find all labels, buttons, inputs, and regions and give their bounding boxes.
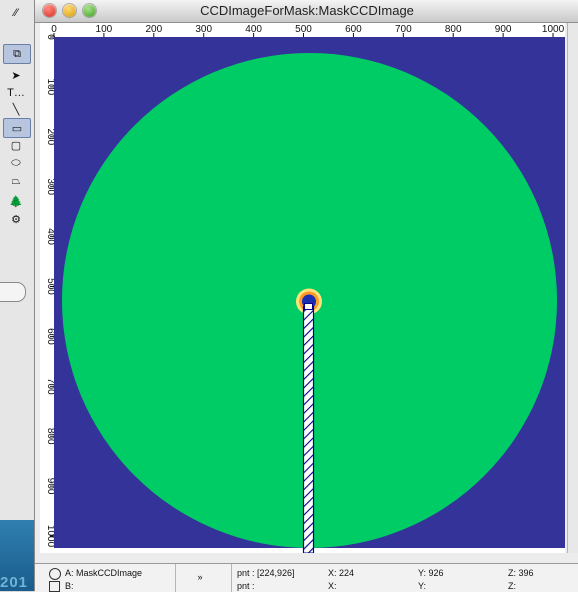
cursor-b-pnt: pnt : [237, 581, 255, 591]
cursor-b-y: Y: [418, 581, 426, 591]
x-tick-label: 500 [295, 24, 312, 35]
desktop-text: 201 [0, 574, 28, 591]
cursor-a-x: X: 224 [328, 568, 354, 578]
mask-rectangle [304, 306, 314, 553]
rectangle-tool[interactable]: ▭ [3, 118, 31, 138]
x-tick-label: 400 [245, 24, 262, 35]
circle-cursor-icon[interactable] [49, 568, 61, 580]
x-tick-label: 300 [195, 24, 212, 35]
select-shapes-tool[interactable]: ⧉ [3, 44, 31, 64]
cursor-a-z: Z: 396 [508, 568, 534, 578]
cursor-a-pnt: pnt : [224,926] [237, 568, 295, 578]
cursor-a-y: Y: 926 [418, 568, 444, 578]
cursor-b-x: X: [328, 581, 337, 591]
oval-tool[interactable]: ⬭ [3, 154, 29, 172]
tree-drawing-tool[interactable]: 🌲 [3, 192, 29, 210]
square-cursor-icon[interactable] [49, 581, 60, 592]
polygon-tool[interactable]: ⏢ [3, 172, 29, 190]
graph-info-tool[interactable]: ⁄⁄ [3, 4, 29, 22]
x-tick-label: 900 [495, 24, 512, 35]
rounded-rectangle-tool[interactable]: ▢ [3, 136, 29, 154]
x-tick-label: 600 [345, 24, 362, 35]
title-bar[interactable]: CCDImageForMask:MaskCCDImage [35, 0, 578, 23]
status-divider [231, 564, 232, 592]
x-tick-label: 100 [96, 24, 113, 35]
expand-cursor-info-button[interactable]: » [193, 570, 207, 584]
tool-palette: ⁄⁄⧉➤T…╲▭▢⬭⏢🌲⚙ [0, 0, 35, 520]
trace-b-label: B: [65, 581, 74, 591]
vertical-scrollbar[interactable] [567, 23, 578, 553]
cursor-info-bar: A: MaskCCDImage B: » pnt : [224,926] X: … [35, 563, 578, 592]
draw-environment-tool[interactable]: ⚙ [3, 210, 29, 228]
arrow-tool[interactable]: ➤ [3, 66, 29, 84]
window-title: CCDImageForMask:MaskCCDImage [35, 3, 578, 18]
x-tick-label: 200 [145, 24, 162, 35]
x-tick-label: 700 [395, 24, 412, 35]
x-tick-label: 800 [445, 24, 462, 35]
line-tool[interactable]: ╲ [3, 100, 29, 118]
status-divider [175, 564, 176, 592]
mask-handle-top [305, 303, 313, 309]
cursor-b-z: Z: [508, 581, 516, 591]
trace-a-label: A: MaskCCDImage [65, 568, 142, 578]
x-tick-label: 1000 [542, 24, 565, 35]
palette-slider[interactable] [0, 282, 26, 302]
